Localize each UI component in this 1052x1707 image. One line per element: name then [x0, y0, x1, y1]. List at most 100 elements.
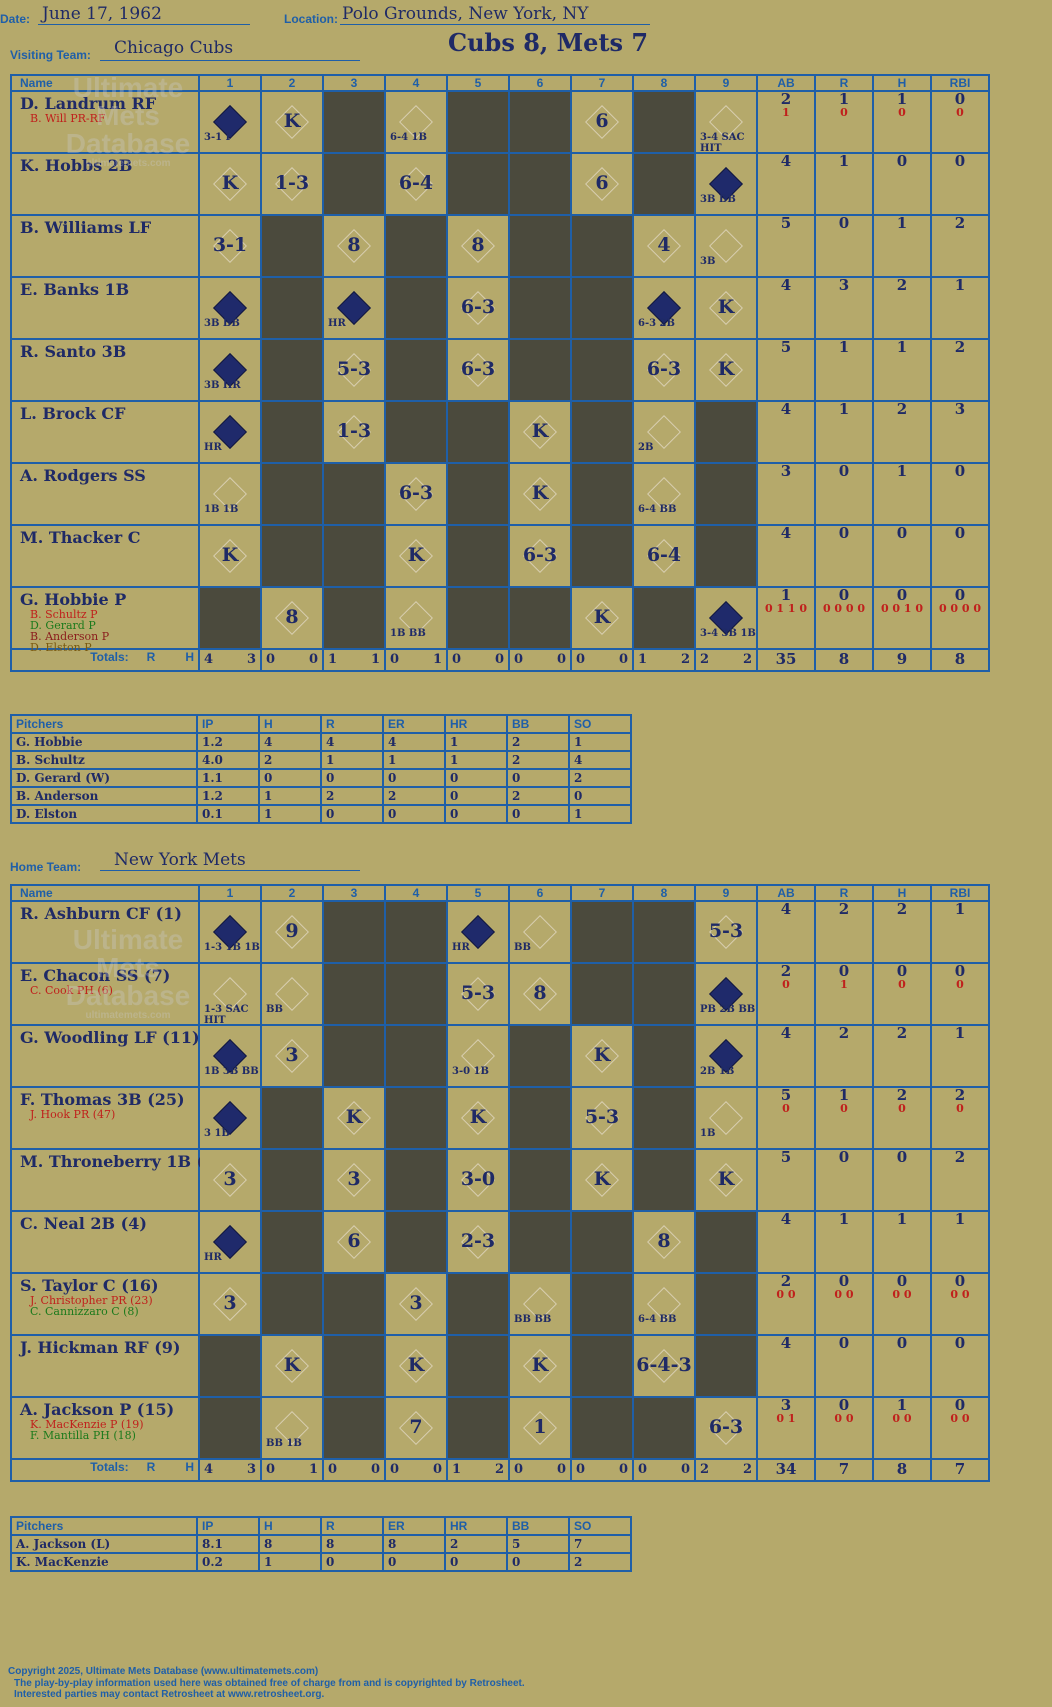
stat-rbi-sub-value: 0	[956, 106, 964, 119]
stat-ab-value: 1	[780, 586, 792, 604]
inning-hits: 1	[308, 1462, 318, 1477]
inning-runs: 2	[700, 1462, 710, 1477]
inning-cell: 1B BB	[384, 586, 448, 650]
inning-cell	[508, 586, 572, 650]
pitcher-name: K. MacKenzie	[10, 1552, 198, 1572]
play-notation: 3-0	[460, 1168, 496, 1190]
stat-ab-value: 4	[780, 276, 792, 294]
inning-cell: BB	[508, 900, 572, 964]
inning-cell: K	[694, 338, 758, 402]
play-notation: K	[717, 1168, 735, 1190]
stat-h-value: 1	[896, 338, 908, 356]
pitcher-stat: 4	[320, 732, 384, 752]
inning-runs: 2	[700, 652, 710, 667]
pitcher-stat: 0	[568, 786, 632, 806]
inning-cell: K	[508, 1334, 572, 1398]
inning-cell	[570, 338, 634, 402]
play-notation: K	[469, 1106, 487, 1128]
footer-copyright: Copyright 2025, Ultimate Mets Database (…	[8, 1666, 319, 1677]
play-notation: 2-3	[460, 1230, 496, 1252]
stat-ab: 4	[756, 1334, 816, 1398]
stat-h-sub-value: 0 0	[892, 1288, 912, 1301]
stat-rbi-value: 2	[954, 214, 966, 232]
pitcher-name: B. Anderson	[10, 786, 198, 806]
batter-name: A. Rodgers SS	[20, 466, 146, 485]
stat-rbi-sub-value: 0	[956, 978, 964, 991]
inning-hits: 1	[370, 652, 380, 667]
stat-h: 1	[872, 1210, 932, 1274]
pitcher-name: D. Gerard (W)	[10, 768, 198, 788]
stat-ab-sub-value: 0 0	[776, 1288, 796, 1301]
inning-cell: 3B BB	[694, 152, 758, 216]
date-value: June 17, 1962	[42, 4, 162, 24]
stat-h: 0	[872, 524, 932, 588]
location-underline	[340, 24, 650, 25]
stat-r-sub-value: 0 0	[834, 1288, 854, 1301]
play-notation: 5-3	[584, 1106, 620, 1128]
pitcher-stat: 0	[320, 1552, 384, 1572]
inning-cell	[508, 152, 572, 216]
inning-cell	[384, 338, 448, 402]
inning-cell	[384, 276, 448, 340]
inning-runs: 0	[514, 1462, 524, 1477]
inning-cell: 6-4	[384, 152, 448, 216]
inning-header-1: 1	[198, 74, 262, 92]
play-notation: K	[531, 482, 549, 504]
pitcher-row: K. MacKenzie 0.2 1 0 0 0 0 2	[10, 1552, 632, 1572]
inning-cell: K	[260, 90, 324, 154]
stat-ab-value: 5	[780, 214, 792, 232]
inning-runs: 0	[576, 1462, 586, 1477]
batter-row: E. Banks 1B 3B BB HR 6-3 6-3 2B K 4 3 2 1	[10, 276, 990, 340]
stat-rbi-value: 0	[954, 962, 966, 980]
inning-runs: 4	[204, 1462, 214, 1477]
batter-name: J. Hickman RF (9)	[20, 1338, 181, 1357]
stat-rbi: 0	[930, 1334, 990, 1398]
stat-r: 1	[814, 152, 874, 216]
stat-r: 0	[814, 462, 874, 526]
inning-cell	[260, 1210, 324, 1274]
stat-r-value: 0	[838, 462, 850, 480]
stat-r-value: 2	[838, 900, 850, 918]
stat-r: 0	[814, 1148, 874, 1212]
inning-runs: 0	[266, 1462, 276, 1477]
substitute-name: J. Hook PR (47)	[30, 1108, 116, 1121]
play-notation: 6-3	[708, 1416, 744, 1438]
pitcher-stat: 1.2	[196, 786, 260, 806]
inning-cell	[446, 462, 510, 526]
inning-cell	[322, 1396, 386, 1460]
inning-runs: 0	[390, 1462, 400, 1477]
inning-cell: 6-3	[446, 338, 510, 402]
inning-cell	[260, 1148, 324, 1212]
batter-name-cell: M. Throneberry 1B (2)	[10, 1148, 223, 1212]
batter-row: M. Throneberry 1B (2) 3 3 3-0 K K 5 0 0 2	[10, 1148, 990, 1212]
pitcher-stat: 2	[320, 786, 384, 806]
pitcher-stat: 2	[506, 786, 570, 806]
stat-header-rbi: RBI	[930, 74, 990, 92]
inning-hits: 3	[246, 1462, 256, 1477]
inning-hits: 0	[494, 652, 504, 667]
play-notation: 5-3	[460, 982, 496, 1004]
inning-runs: 0	[576, 652, 586, 667]
stat-rbi-value: 0	[954, 152, 966, 170]
inning-cell: 6-3	[694, 1396, 758, 1460]
stat-ab-sub-value: 0 1	[776, 1412, 796, 1425]
substitute-name: B. Schultz P	[30, 608, 98, 621]
stat-r: 0	[814, 1334, 874, 1398]
inning-cell	[322, 1272, 386, 1336]
stat-ab-value: 4	[780, 400, 792, 418]
pitcher-row: B. Anderson 1.2 1 2 2 0 2 0	[10, 786, 632, 806]
play-notation: 1B 1B	[204, 504, 239, 515]
inning-header-2: 2	[260, 74, 324, 92]
pitcher-stat: 8	[258, 1534, 322, 1554]
stat-r-value: 0	[838, 1272, 850, 1290]
inning-cell	[508, 338, 572, 402]
play-notation: 8	[285, 606, 299, 628]
inning-cell	[632, 1024, 696, 1088]
inning-header-6: 6	[508, 74, 572, 92]
